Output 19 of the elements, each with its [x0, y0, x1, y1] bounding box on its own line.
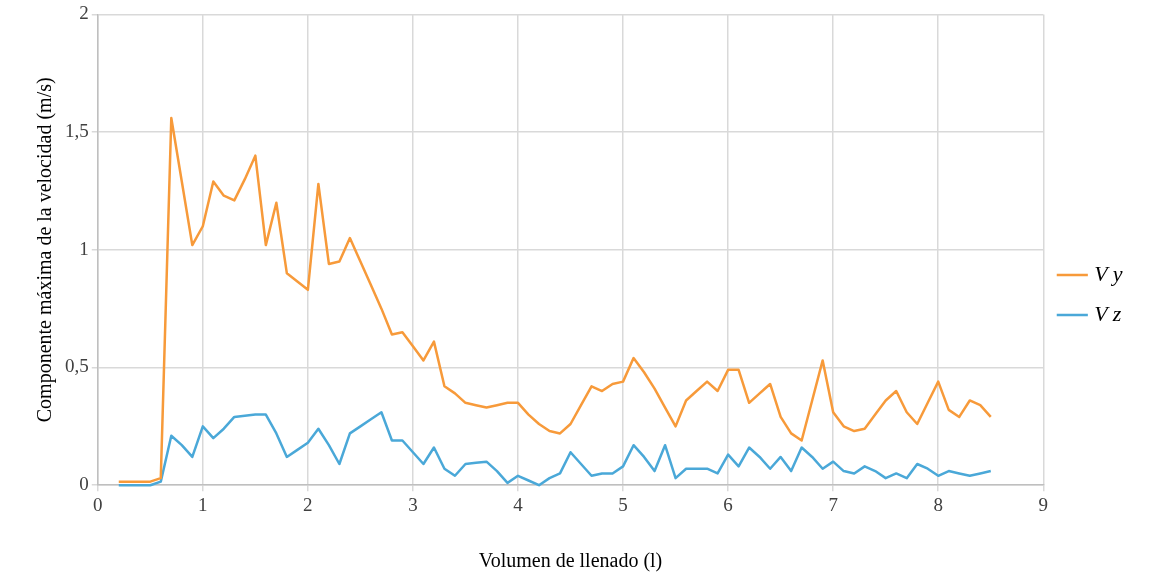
x-tick-label: 1: [198, 493, 208, 515]
x-tick-label: 3: [408, 493, 418, 515]
y-tick-label: 1: [79, 237, 89, 259]
y-tick-label: 0,5: [65, 355, 89, 377]
x-tick-label: 5: [618, 493, 628, 515]
x-tick-label: 7: [828, 493, 838, 515]
x-tick-label: 8: [933, 493, 943, 515]
y-tick-label: 0: [79, 473, 89, 495]
x-tick-label: 9: [1038, 493, 1049, 515]
x-tick-label: 0: [93, 493, 103, 515]
x-tick-label: 2: [303, 493, 313, 515]
x-axis-title: Volumen de llenado (l): [478, 549, 663, 573]
x-tick-label: 6: [723, 493, 733, 515]
y-tick-label: 1,5: [65, 120, 89, 142]
legend-label: V z: [1094, 300, 1122, 326]
x-tick-label: 4: [513, 493, 524, 515]
legend-label: V y: [1094, 260, 1123, 286]
y-tick-label: 2: [79, 2, 89, 24]
y-axis-title: Componente máxima de la velocidad (m/s): [33, 77, 57, 423]
